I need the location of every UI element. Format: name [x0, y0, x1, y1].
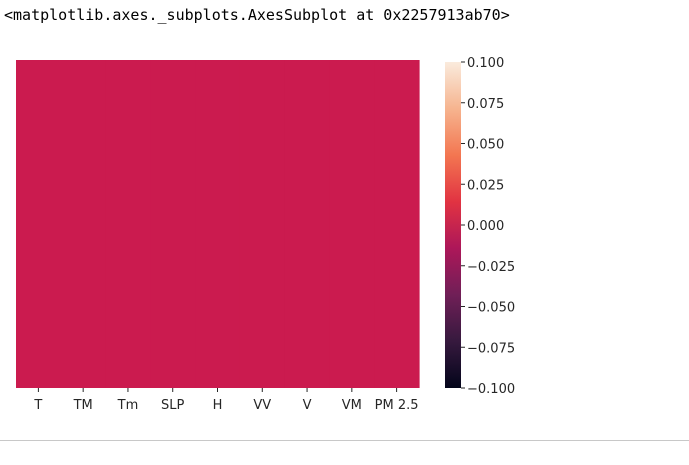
x-axis-ticks: T TM Tm SLP H VV V VM PM 2.5: [33, 388, 419, 413]
heatmap-cell-2: [60, 60, 107, 388]
x-tick-label: SLP: [161, 398, 184, 413]
colorbar-tick-label: −0.100: [467, 382, 515, 397]
heatmap-cell-9: [374, 60, 420, 388]
x-tick-label: H: [213, 398, 223, 413]
x-tick-label: VM: [342, 398, 362, 413]
heatmap-cells: [16, 60, 420, 388]
x-tick-label: TM: [73, 398, 93, 413]
heatmap-cell-8: [329, 60, 375, 388]
heatmap-cell-7: [284, 60, 331, 388]
colorbar-tick-label: −0.075: [467, 341, 515, 356]
heatmap-figure: T TM Tm SLP H VV V VM PM 2.5 −0.100−0.075−0.050−…: [16, 56, 515, 413]
colorbar: [445, 62, 461, 388]
x-tick-label: PM 2.5: [375, 398, 419, 413]
colorbar-tick-label: 0.000: [467, 219, 504, 234]
colorbar-tick-label: 0.050: [467, 138, 504, 153]
x-tick-label: VV: [253, 398, 271, 413]
x-tick-label: V: [303, 398, 312, 413]
colorbar-tick-label: 0.025: [467, 178, 504, 193]
heatmap-cell-1: [16, 60, 62, 388]
output-divider: [0, 440, 689, 441]
colorbar-tick-label: −0.025: [467, 260, 515, 275]
heatmap-cell-6: [239, 60, 286, 388]
heatmap-cell-5: [195, 60, 241, 388]
heatmap-cell-4: [150, 60, 196, 388]
colorbar-ticks: −0.100 −0.075 −0.050 −0.025 0.000 0.025 0.050 0…: [461, 56, 515, 397]
colorbar-tick-label: 0.100: [467, 56, 504, 71]
heatmap-cell-3: [105, 60, 151, 388]
x-tick-label: Tm: [117, 398, 139, 413]
colorbar-tick-label: 0.075: [467, 97, 504, 112]
x-tick-label: T: [33, 398, 42, 413]
colorbar-tick-label: −0.050: [467, 301, 515, 316]
output-repr-text: <matplotlib.axes._subplots.AxesSubplot a…: [4, 6, 510, 24]
